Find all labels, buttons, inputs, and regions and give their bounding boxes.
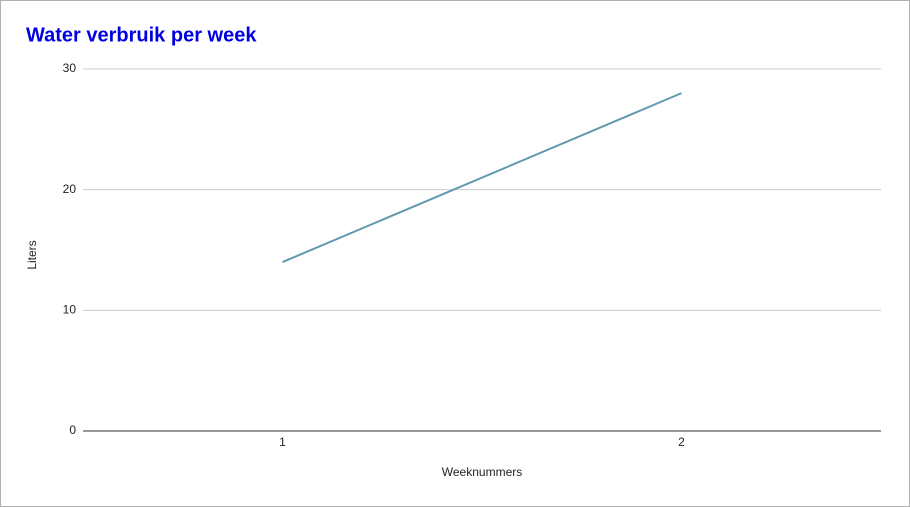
x-tick-label: 2: [678, 435, 685, 449]
line-series: [282, 92, 682, 263]
chart-title: Water verbruik per week: [26, 24, 257, 46]
y-axis-label: Liters: [25, 240, 39, 269]
y-tick-label: 30: [63, 61, 77, 75]
y-tick-label: 0: [69, 423, 76, 437]
y-tick-label: 20: [63, 182, 77, 196]
x-tick-label: 1: [279, 435, 286, 449]
y-tick-label: 10: [63, 303, 77, 317]
x-axis-label: Weeknummers: [442, 465, 522, 479]
